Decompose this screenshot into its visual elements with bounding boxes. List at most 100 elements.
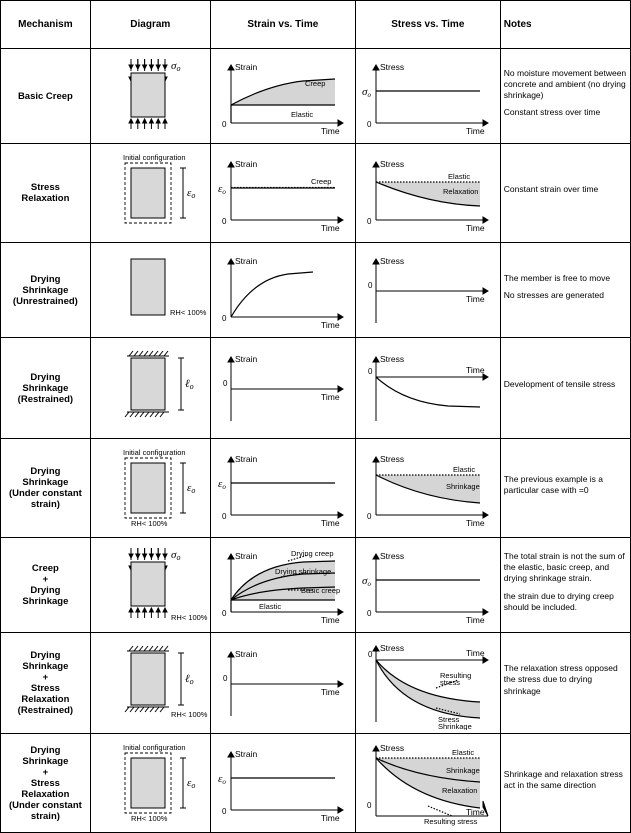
svg-text:Strain: Strain [235, 256, 257, 266]
svg-text:Resultingstress: Resultingstress [440, 671, 471, 687]
hdr-diagram: Diagram [90, 1, 210, 49]
stress-chart-cell: Stress Time 0 [355, 338, 500, 439]
strain-chart-cell: Strain Time 0 Drying creep Drying shrink… [210, 538, 355, 633]
svg-text:0: 0 [222, 512, 227, 521]
notes-cell: The total strain is not the sum of the e… [500, 538, 630, 633]
svg-text:Creep: Creep [311, 177, 331, 186]
svg-text:0: 0 [222, 120, 227, 129]
table-row: Basic Creep σo Strain Time 0 Creep El [1, 49, 631, 144]
hdr-strain: Strain vs. Time [210, 1, 355, 49]
svg-text:RH< 100%: RH< 100% [131, 519, 168, 528]
svg-text:Strain: Strain [235, 551, 257, 561]
hdr-stress: Stress vs. Time [355, 1, 500, 49]
svg-text:0: 0 [222, 807, 227, 816]
svg-text:Creep: Creep [305, 79, 325, 88]
svg-text:σo: σo [171, 549, 180, 562]
mechanism-cell: StressRelaxation [1, 144, 91, 243]
svg-text:Relaxation: Relaxation [442, 786, 477, 795]
svg-text:Elastic: Elastic [453, 465, 475, 474]
svg-text:Time: Time [466, 126, 485, 136]
svg-text:RH< 100%: RH< 100% [171, 710, 208, 719]
svg-text:εo: εo [187, 482, 195, 495]
svg-text:0: 0 [367, 609, 372, 618]
svg-text:εo: εo [218, 773, 226, 786]
svg-text:Time: Time [321, 518, 340, 528]
svg-text:Time: Time [466, 807, 485, 817]
svg-text:Initial configuration: Initial configuration [123, 448, 186, 457]
svg-text:Strain: Strain [235, 62, 257, 72]
note-text: The relaxation stress opposed the stress… [504, 663, 627, 696]
note-text: No moisture movement between concrete an… [504, 68, 627, 101]
svg-text:Stress: Stress [380, 159, 404, 169]
hdr-mechanism: Mechanism [1, 1, 91, 49]
svg-text:Stress: Stress [380, 354, 404, 364]
svg-text:σo: σo [171, 60, 180, 73]
svg-text:εo: εo [218, 183, 226, 196]
svg-text:0: 0 [367, 120, 372, 129]
svg-text:Drying creep: Drying creep [291, 549, 334, 558]
table-row: DryingShrinkage(Unrestrained) RH< 100% S… [1, 243, 631, 338]
note-text: The previous example is a particular cas… [504, 474, 627, 496]
svg-text:Time: Time [466, 294, 485, 304]
svg-text:Time: Time [466, 223, 485, 233]
svg-text:Initial configuration: Initial configuration [123, 153, 186, 162]
svg-text:σo: σo [362, 575, 371, 588]
mechanism-cell: Creep+DryingShrinkage [1, 538, 91, 633]
diagram-cell: Initial configuration εo RH< 100% [90, 439, 210, 538]
diagram-cell: Initial configuration εo [90, 144, 210, 243]
table-row: DryingShrinkage+StressRelaxation(Under c… [1, 734, 631, 833]
svg-text:εo: εo [218, 478, 226, 491]
svg-text:Elastic: Elastic [291, 110, 313, 119]
strain-chart-cell: Strain Time 0 [210, 633, 355, 734]
svg-text:Stress: Stress [380, 62, 404, 72]
svg-text:Stress: Stress [380, 743, 404, 753]
svg-text:ℓo: ℓo [185, 673, 194, 686]
stress-chart-cell: Stress Time 0 Elastic Relaxation [355, 144, 500, 243]
notes-cell: Shrinkage and relaxation stress act in t… [500, 734, 630, 833]
note-text: Development of tensile stress [504, 379, 627, 390]
stress-chart-cell: Stress Time 0 σo [355, 49, 500, 144]
svg-text:Elastic: Elastic [452, 748, 474, 757]
svg-text:0: 0 [222, 314, 227, 323]
note-text: Constant strain over time [504, 184, 627, 195]
svg-text:0: 0 [367, 217, 372, 226]
svg-text:ℓo: ℓo [185, 378, 194, 391]
svg-text:Stress: Stress [380, 643, 404, 653]
note-text: Constant stress over time [504, 107, 627, 118]
header-row: Mechanism Diagram Strain vs. Time Stress… [1, 1, 631, 49]
svg-text:Strain: Strain [235, 454, 257, 464]
stress-chart-cell: Stress Time 0 Elastic Shrinkage Relaxati… [355, 734, 500, 833]
svg-text:0: 0 [368, 281, 373, 290]
table-row: StressRelaxation Initial configuration ε… [1, 144, 631, 243]
svg-text:0: 0 [367, 512, 372, 521]
stress-chart-cell: Stress Time 0 σo [355, 538, 500, 633]
diagram-cell: ℓo [90, 338, 210, 439]
svg-text:Stress: Stress [380, 454, 404, 464]
svg-text:Elastic: Elastic [259, 602, 281, 611]
notes-cell: Constant strain over time [500, 144, 630, 243]
svg-text:Shrinkage: Shrinkage [446, 482, 480, 491]
note-text: Shrinkage and relaxation stress act in t… [504, 769, 627, 791]
strain-chart-cell: Strain Time 0 Creep εo [210, 144, 355, 243]
svg-text:Elastic: Elastic [448, 172, 470, 181]
mechanism-cell: DryingShrinkage+StressRelaxation(Under c… [1, 734, 91, 833]
mechanism-cell: DryingShrinkage(Under constantstrain) [1, 439, 91, 538]
svg-text:Time: Time [321, 126, 340, 136]
diagram-cell: Initial configuration εo RH< 100% [90, 734, 210, 833]
stress-chart-cell: Stress Time 0 [355, 243, 500, 338]
svg-text:0: 0 [368, 367, 373, 376]
svg-text:0: 0 [223, 674, 228, 683]
table-row: DryingShrinkage+StressRelaxation(Restrai… [1, 633, 631, 734]
svg-text:Time: Time [466, 518, 485, 528]
svg-text:Stress: Stress [380, 551, 404, 561]
notes-cell: The relaxation stress opposed the stress… [500, 633, 630, 734]
svg-text:Strain: Strain [235, 649, 257, 659]
svg-text:Strain: Strain [235, 749, 257, 759]
stress-chart-cell: Stress Time 0 Resultingstress StressShri… [355, 633, 500, 734]
svg-text:RH< 100%: RH< 100% [131, 814, 168, 823]
strain-chart-cell: Strain Time 0 Creep Elastic [210, 49, 355, 144]
table-row: Creep+DryingShrinkage σo RH< 100% Strain… [1, 538, 631, 633]
svg-text:RH< 100%: RH< 100% [171, 613, 208, 622]
svg-text:σo: σo [362, 86, 371, 99]
svg-text:0: 0 [367, 801, 372, 810]
